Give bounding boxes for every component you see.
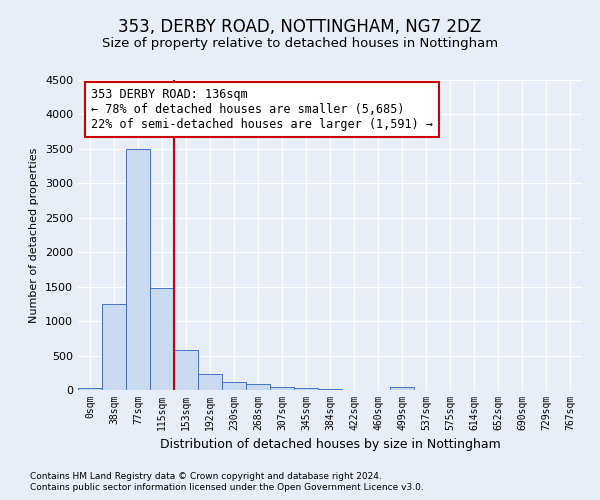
Bar xyxy=(270,386,294,390)
Bar xyxy=(318,389,342,390)
Bar xyxy=(126,149,150,390)
Bar xyxy=(150,288,174,390)
Text: Contains public sector information licensed under the Open Government Licence v3: Contains public sector information licen… xyxy=(30,484,424,492)
Bar xyxy=(246,384,270,390)
Bar xyxy=(78,388,102,390)
Bar xyxy=(222,382,246,390)
Bar xyxy=(390,386,414,390)
Y-axis label: Number of detached properties: Number of detached properties xyxy=(29,148,40,322)
Bar xyxy=(174,350,198,390)
Text: Contains HM Land Registry data © Crown copyright and database right 2024.: Contains HM Land Registry data © Crown c… xyxy=(30,472,382,481)
Text: 353, DERBY ROAD, NOTTINGHAM, NG7 2DZ: 353, DERBY ROAD, NOTTINGHAM, NG7 2DZ xyxy=(118,18,482,36)
Text: Size of property relative to detached houses in Nottingham: Size of property relative to detached ho… xyxy=(102,38,498,51)
Bar xyxy=(102,304,126,390)
Bar xyxy=(198,374,222,390)
Bar xyxy=(294,388,318,390)
X-axis label: Distribution of detached houses by size in Nottingham: Distribution of detached houses by size … xyxy=(160,438,500,452)
Text: 353 DERBY ROAD: 136sqm
← 78% of detached houses are smaller (5,685)
22% of semi-: 353 DERBY ROAD: 136sqm ← 78% of detached… xyxy=(91,88,433,132)
